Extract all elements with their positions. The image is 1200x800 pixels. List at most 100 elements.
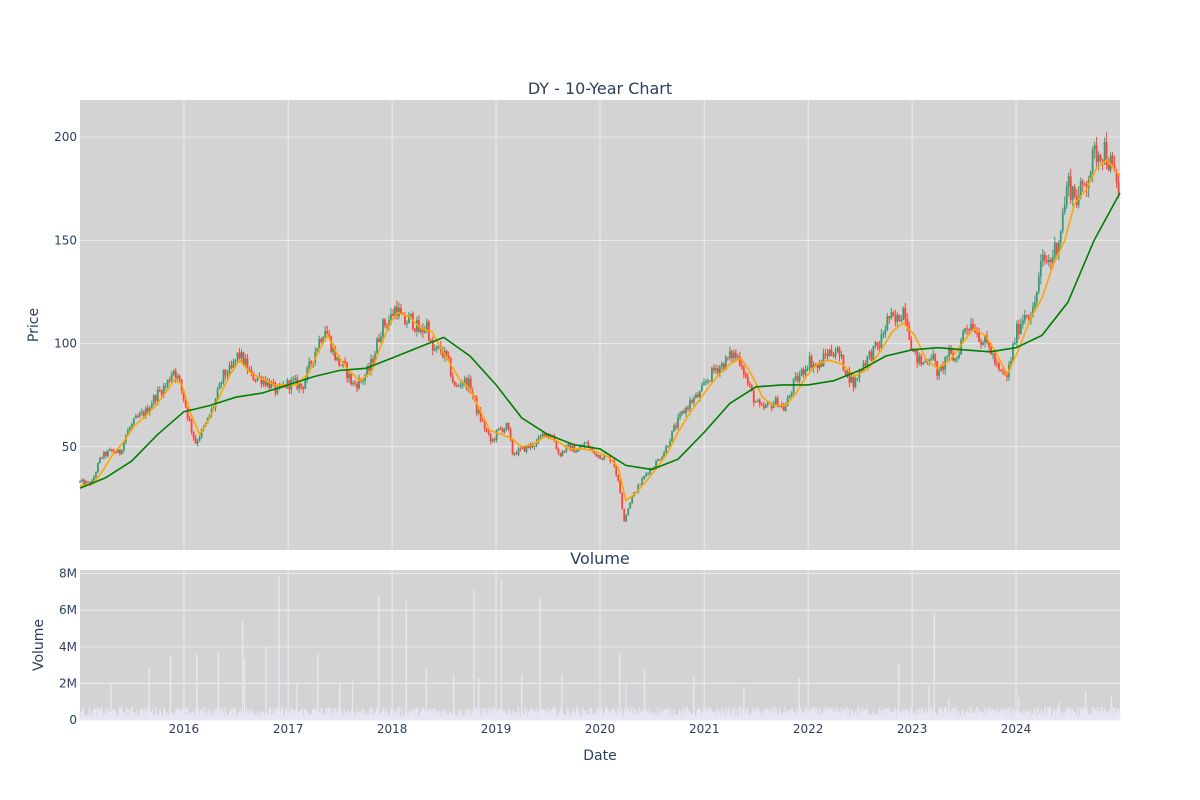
- volume-bar: [591, 713, 594, 720]
- candle-body: [1047, 259, 1050, 263]
- volume-bar: [222, 713, 225, 720]
- volume-bar: [1112, 715, 1114, 720]
- candle-body: [742, 366, 745, 375]
- volume-bar: [519, 716, 521, 720]
- volume-bar: [287, 712, 289, 720]
- volume-bar: [999, 711, 1001, 720]
- volume-bar: [392, 715, 394, 720]
- volume-bar: [872, 710, 874, 720]
- candle-body: [788, 395, 791, 398]
- volume-bar: [838, 712, 841, 720]
- volume-bar: [704, 709, 706, 720]
- volume-spike-bar: [1084, 690, 1087, 720]
- volume-bar: [1032, 713, 1035, 720]
- volume-bar: [491, 708, 493, 720]
- candle-body: [842, 354, 845, 371]
- volume-bar: [97, 706, 99, 720]
- x-tick-label: 2019: [481, 722, 512, 736]
- volume-bar: [975, 716, 977, 720]
- volume-bar: [394, 711, 396, 720]
- volume-bar: [972, 712, 974, 720]
- volume-bar: [696, 710, 698, 720]
- candle-body: [1035, 291, 1038, 303]
- volume-bar: [213, 716, 215, 720]
- candle-body: [926, 361, 929, 363]
- candle-body: [876, 342, 879, 346]
- volume-bar: [1079, 708, 1082, 720]
- volume-bar: [451, 714, 453, 720]
- volume-bar: [705, 710, 707, 720]
- volume-bar: [209, 711, 211, 720]
- volume-bar: [1011, 707, 1013, 720]
- volume-bar: [952, 714, 954, 720]
- volume-bar: [249, 709, 251, 720]
- volume-bar: [915, 710, 917, 720]
- volume-bar: [428, 713, 431, 720]
- volume-bar: [164, 711, 167, 720]
- volume-bar: [597, 715, 599, 720]
- volume-bar: [1114, 713, 1117, 720]
- candle-body: [535, 441, 538, 446]
- volume-bar: [782, 713, 784, 720]
- candle-body: [318, 338, 321, 349]
- volume-bar: [537, 715, 539, 720]
- volume-bar: [352, 713, 354, 720]
- candle-body: [912, 350, 915, 352]
- candle-body: [1025, 314, 1028, 317]
- volume-bar: [841, 707, 843, 720]
- volume-bar: [146, 712, 148, 720]
- candle-body: [776, 397, 779, 407]
- volume-bar: [647, 712, 649, 720]
- volume-bar: [297, 712, 299, 720]
- volume-bar: [225, 711, 227, 720]
- volume-bar: [921, 708, 923, 720]
- candle-body: [940, 366, 943, 371]
- volume-bar: [468, 712, 470, 720]
- volume-bar: [724, 715, 726, 720]
- candle-body: [435, 346, 438, 350]
- candle-body: [786, 397, 789, 406]
- volume-bar: [965, 711, 967, 720]
- candle-body: [228, 365, 231, 376]
- volume-bar: [260, 716, 262, 720]
- volume-bar: [559, 711, 561, 720]
- candle-body: [334, 347, 337, 361]
- candle-body: [128, 427, 131, 431]
- volume-bar: [161, 715, 163, 720]
- volume-bar: [282, 716, 284, 720]
- volume-bar: [820, 714, 823, 720]
- volume-bar: [661, 712, 663, 720]
- volume-bar: [156, 713, 158, 720]
- volume-bar: [719, 711, 721, 720]
- volume-bar: [674, 709, 676, 720]
- volume-bar: [215, 707, 217, 720]
- candle-body: [230, 365, 233, 368]
- candle-body: [822, 353, 825, 367]
- volume-bar: [216, 715, 218, 720]
- volume-bar: [556, 716, 558, 720]
- volume-bar: [934, 711, 936, 720]
- candle-body: [491, 439, 494, 442]
- volume-bar: [587, 714, 589, 720]
- volume-bar: [446, 713, 448, 720]
- volume-bar: [687, 710, 689, 720]
- volume-bar: [740, 716, 742, 720]
- volume-bar: [367, 713, 369, 720]
- candle-body: [1091, 149, 1094, 172]
- candle-body: [1081, 181, 1084, 184]
- candle-body: [1097, 154, 1100, 163]
- x-tick-label: 2016: [169, 722, 200, 736]
- candle-body: [740, 364, 743, 367]
- volume-bar: [101, 710, 103, 720]
- volume-bar: [1094, 710, 1096, 720]
- candle-body: [934, 354, 937, 362]
- volume-bar: [617, 710, 619, 720]
- volume-bar: [152, 714, 155, 720]
- volume-bar: [281, 707, 283, 720]
- volume-bar: [239, 709, 241, 720]
- volume-bar: [864, 708, 866, 720]
- volume-bar: [199, 709, 202, 720]
- volume-bar: [506, 715, 508, 720]
- volume-bar: [675, 714, 677, 720]
- volume-bar: [145, 713, 147, 720]
